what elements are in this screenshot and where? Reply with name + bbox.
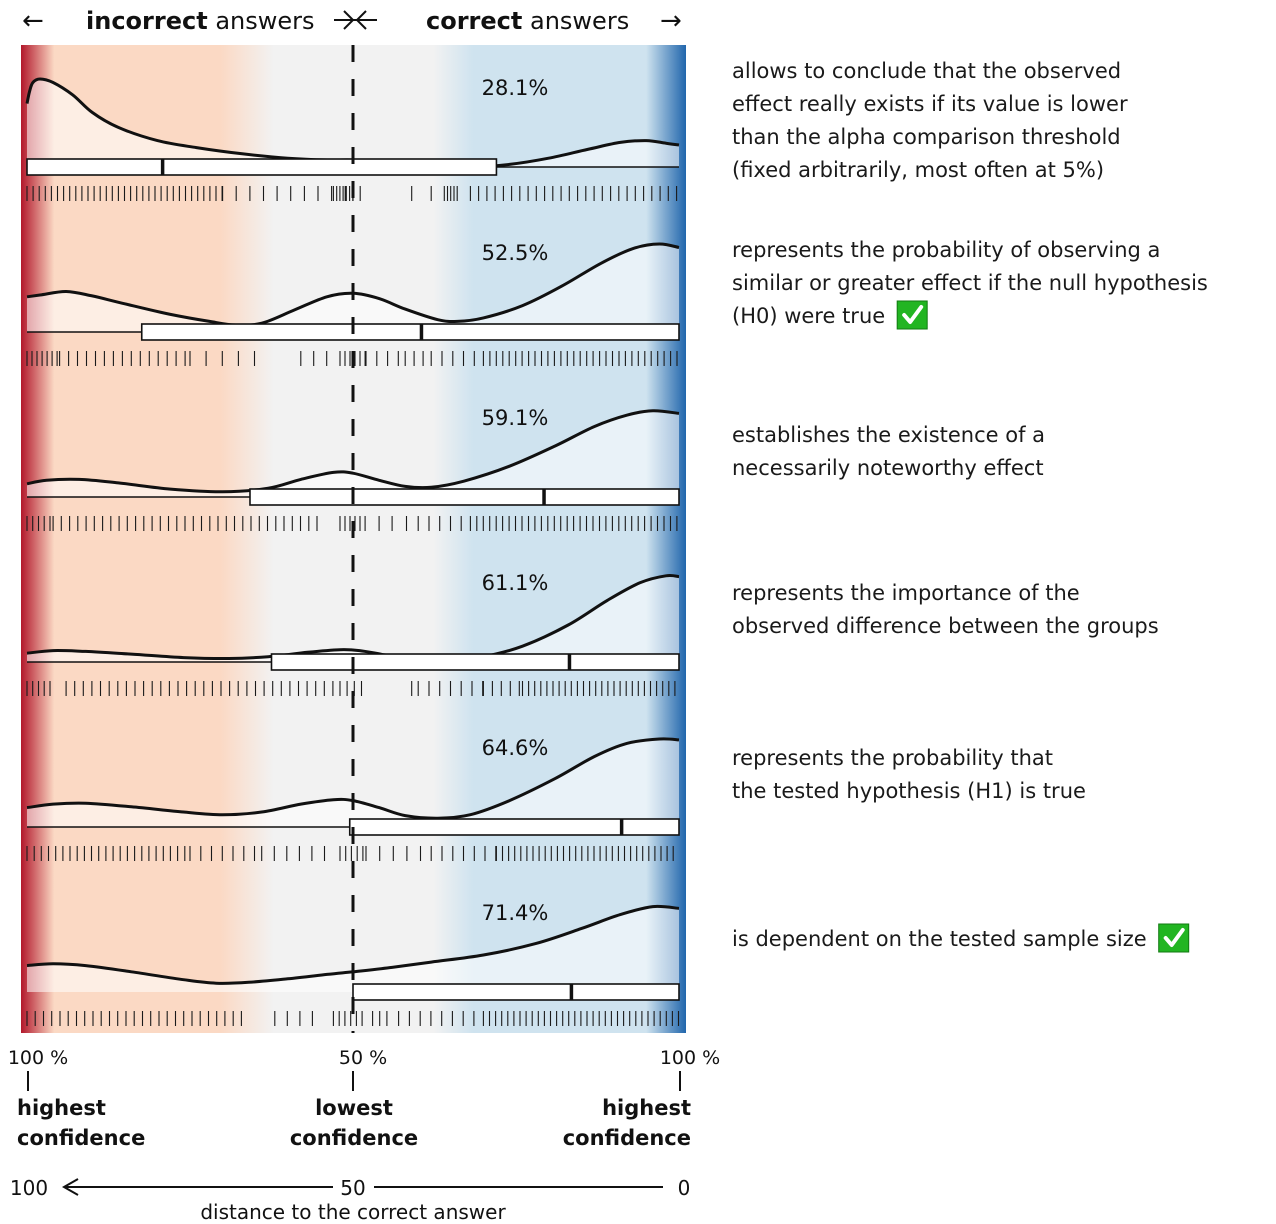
- box-iqr: [26, 158, 498, 176]
- density-area: [27, 410, 679, 497]
- check-box: [1158, 923, 1190, 953]
- axis-left-percent: 100 %: [8, 1047, 68, 1069]
- density-curve: [26, 904, 680, 985]
- distance-arrow-icon: [61, 1178, 663, 1196]
- statement-line: is dependent on the tested sample size: [732, 927, 1147, 951]
- check-icon: [1158, 923, 1190, 953]
- center-marker-icon: [334, 10, 377, 30]
- density-area: [27, 738, 679, 827]
- distance-axis-title: distance to the correct answer: [200, 1200, 506, 1224]
- bottom-axis: 100 % 50 % 100 % highest confidence lowe…: [8, 1047, 720, 1224]
- correct-rest: answers: [522, 7, 629, 35]
- statement-line: establishes the existence of a: [732, 423, 1045, 447]
- chart-row-4: 61.1%: [26, 571, 680, 696]
- statement-line: represents the probability that: [732, 746, 1053, 770]
- density-curve: [26, 573, 680, 662]
- rug-ticks: [26, 186, 678, 201]
- density-area: [27, 243, 679, 332]
- correct-bold: correct: [426, 7, 522, 35]
- statement-1: allows to conclude that the observed effe…: [732, 59, 1128, 182]
- chart-row-6: 71.4%: [26, 901, 680, 1026]
- chart-row-5: 64.6%: [26, 736, 680, 861]
- right-conf-line1: highest: [602, 1096, 691, 1120]
- statements-layer: allows to conclude that the observed effe…: [732, 59, 1208, 953]
- box-iqr: [140, 323, 680, 341]
- check-icon: [896, 300, 928, 330]
- statement-line: necessarily noteworthy effect: [732, 456, 1044, 480]
- statement-4: represents the importance of the observed…: [732, 581, 1159, 638]
- statement-2: represents the probability of observing …: [732, 238, 1208, 328]
- density-curve: [26, 409, 680, 494]
- statement-line: (H0) were true: [732, 304, 885, 328]
- correct-answers-label: correct answers: [426, 7, 629, 35]
- statement-line: the tested hypothesis (H1) is true: [732, 779, 1086, 803]
- rug-ticks: [26, 1011, 680, 1026]
- statement-line: observed difference between the groups: [732, 614, 1159, 638]
- percent-label: 71.4%: [482, 901, 549, 925]
- axis-right-percent: 100 %: [660, 1047, 720, 1069]
- mid-conf-line1: lowest: [315, 1096, 393, 1120]
- percent-label: 52.5%: [482, 241, 549, 265]
- check-box: [896, 300, 928, 330]
- statement-line: represents the probability of observing …: [732, 238, 1160, 262]
- box-iqr: [249, 488, 680, 506]
- rug-ticks: [26, 516, 678, 531]
- statement-line: similar or greater effect if the null hy…: [732, 271, 1208, 295]
- rug-ticks: [26, 846, 674, 861]
- right-arrow-icon: →: [660, 6, 682, 36]
- density-area: [27, 906, 679, 992]
- box-iqr: [348, 818, 680, 836]
- percent-label: 28.1%: [482, 76, 549, 100]
- statement-line: than the alpha comparison threshold: [732, 125, 1121, 149]
- density-curve: [26, 737, 680, 820]
- statement-line: (fixed arbitrarily, most often at 5%): [732, 158, 1104, 182]
- incorrect-rest: answers: [208, 7, 315, 35]
- distance-left-value: 100: [10, 1176, 48, 1200]
- rug-ticks: [26, 351, 678, 366]
- left-conf-line2: confidence: [17, 1126, 145, 1150]
- box-iqr: [270, 653, 680, 671]
- statement-line: effect really exists if its value is low…: [732, 92, 1128, 116]
- check-mark: [1163, 928, 1185, 947]
- statement-3: establishes the existence of a necessaril…: [732, 423, 1045, 480]
- percent-label: 59.1%: [482, 406, 549, 430]
- check-mark: [902, 305, 924, 324]
- header: ← incorrect answers correct answers →: [22, 6, 682, 36]
- incorrect-bold: incorrect: [86, 7, 208, 35]
- distance-mid-value: 50: [340, 1176, 365, 1200]
- axis-mid-percent: 50 %: [339, 1047, 387, 1069]
- percent-label: 64.6%: [482, 736, 549, 760]
- incorrect-answers-label: incorrect answers: [86, 7, 315, 35]
- rug-ticks: [26, 681, 676, 696]
- left-arrow-icon: ←: [22, 6, 44, 36]
- left-conf-line1: highest: [17, 1096, 106, 1120]
- chart-row-1: 28.1%: [25, 76, 680, 201]
- statement-line: represents the importance of the: [732, 581, 1080, 605]
- statement-6: is dependent on the tested sample size: [732, 927, 1147, 951]
- right-conf-line2: confidence: [563, 1126, 691, 1150]
- box-iqr: [352, 983, 680, 1001]
- statement-5: represents the probability that the teste…: [732, 746, 1086, 803]
- mid-conf-line2: confidence: [290, 1126, 418, 1150]
- distance-right-value: 0: [678, 1176, 691, 1200]
- chart-row-3: 59.1%: [26, 406, 680, 531]
- statement-line: allows to conclude that the observed: [732, 59, 1121, 83]
- percent-label: 61.1%: [482, 571, 549, 595]
